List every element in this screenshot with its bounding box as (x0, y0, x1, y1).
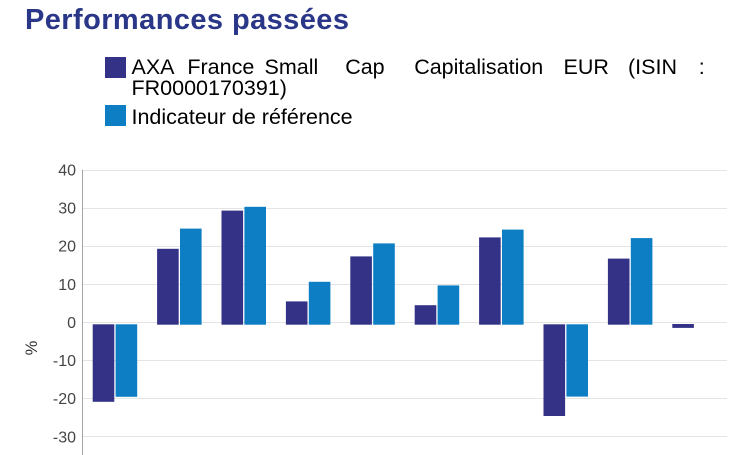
svg-text:-30: -30 (53, 429, 76, 446)
svg-text:-20: -20 (53, 391, 76, 408)
svg-text:40: 40 (58, 162, 76, 179)
svg-text:20: 20 (58, 239, 76, 256)
svg-text:10: 10 (58, 277, 76, 294)
svg-text:-10: -10 (53, 353, 76, 370)
svg-text:0: 0 (67, 315, 76, 332)
svg-text:30: 30 (58, 200, 76, 217)
svg-text:%: % (23, 340, 41, 355)
